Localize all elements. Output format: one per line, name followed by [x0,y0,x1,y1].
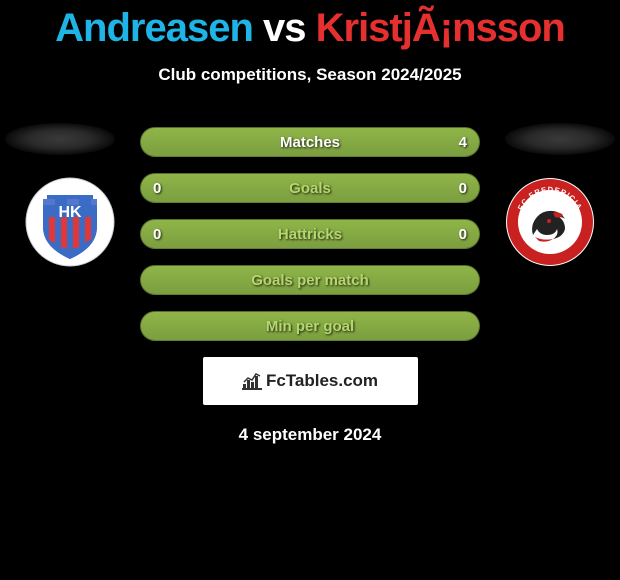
watermark-box: FcTables.com [203,357,418,405]
season-subtitle: Club competitions, Season 2024/2025 [0,65,620,85]
shadow-ellipse-left [5,123,115,155]
stat-value-right: 4 [459,134,467,151]
stat-row: Matches 4 [140,127,480,157]
stat-row: Goals per match [140,265,480,295]
stat-label: Min per goal [266,318,354,335]
team-crest-right: FC FREDERICIA [505,177,595,267]
player2-name: KristjÃ¡nsson [316,6,565,50]
stat-value-right: 0 [459,180,467,197]
stat-label: Hattricks [278,226,342,243]
stat-value-left: 0 [153,226,161,243]
team-crest-left: HK [25,177,115,267]
watermark-text: FcTables.com [266,371,378,391]
stat-label: Goals [289,180,331,197]
stat-label: Goals per match [251,272,369,289]
svg-text:HK: HK [58,204,82,221]
stat-label: Matches [280,134,340,151]
player1-name: Andreasen [55,6,253,50]
comparison-title: Andreasen vs KristjÃ¡nsson [0,0,620,51]
stats-container: HK FC FREDERICIA Matches 4 0 Goals 0 0 Hattric… [0,127,620,341]
stat-row: 0 Goals 0 [140,173,480,203]
vs-text: vs [253,6,316,50]
chart-bars-icon [242,372,262,390]
stat-row: 0 Hattricks 0 [140,219,480,249]
stat-value-right: 0 [459,226,467,243]
footer-date: 4 september 2024 [0,425,620,445]
stat-value-left: 0 [153,180,161,197]
shadow-ellipse-right [505,123,615,155]
stat-row: Min per goal [140,311,480,341]
